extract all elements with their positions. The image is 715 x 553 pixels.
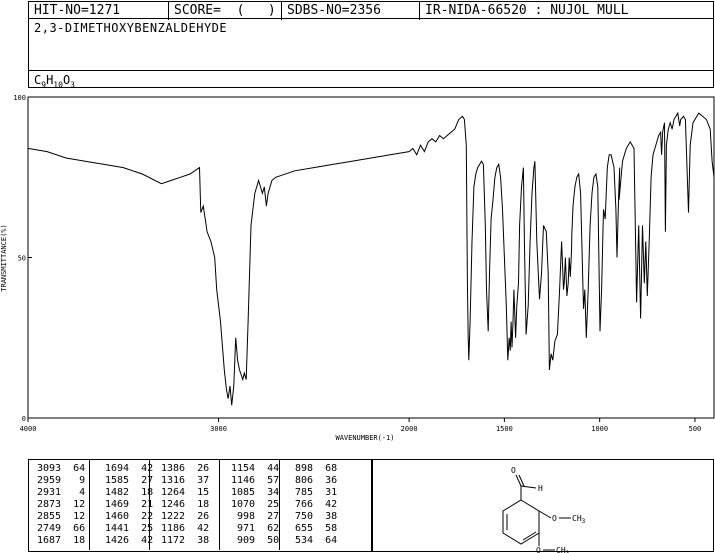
compound-name: 2,3-DIMETHOXYBENZALDEHYDE xyxy=(34,21,228,35)
peak-row: 2931 4 xyxy=(37,487,86,498)
spectrum-line xyxy=(27,111,715,406)
y-axis-label: TRANSMITTANCE(%) xyxy=(0,224,8,291)
peak-column: 3093 64 2959 9 2931 4 2873 12 2855 12 2749 66… xyxy=(37,463,85,547)
peak-row: 909 50 xyxy=(231,535,280,546)
peak-row: 1085 34 xyxy=(231,487,280,498)
benzene-ring xyxy=(502,499,540,545)
structure-drawing: O H O CH3 O CH3 xyxy=(502,466,586,553)
structure-box: O H O CH3 O CH3 xyxy=(372,459,714,553)
x-tick-label: 500 xyxy=(689,425,702,433)
ir-spectrum-chart: 0 50 100 4000 3000 2000 1500 1000 500 WAVENUMBE… xyxy=(0,94,715,442)
peak-column-divider xyxy=(219,460,220,550)
peak-row: 1469 21 xyxy=(105,499,154,510)
peak-row: 998 27 xyxy=(231,511,280,522)
carbonyl-oxygen: O xyxy=(511,466,516,475)
peak-row: 2855 12 xyxy=(37,511,86,522)
x-axis-label: WAVENUMBER(-1) xyxy=(335,434,394,442)
x-tick-label: 4000 xyxy=(20,425,37,433)
sdbs-no: SDBS-NO=2356 xyxy=(282,2,420,20)
plot-frame xyxy=(27,96,715,419)
x-tick-label: 1500 xyxy=(496,425,513,433)
peak-column: 1386 26 1316 37 1264 15 1246 18 1222 26 1186 … xyxy=(161,463,209,547)
peak-row: 655 58 xyxy=(289,523,338,534)
methoxy-oxygen-2: O xyxy=(536,546,541,553)
hit-no: HIT-NO=1271 xyxy=(29,2,169,20)
peak-row: 1146 57 xyxy=(231,475,280,486)
y-tick-label: 100 xyxy=(13,94,26,102)
peak-row: 1585 27 xyxy=(105,475,154,486)
peak-row: 750 38 xyxy=(289,511,338,522)
peak-column-divider xyxy=(89,460,90,550)
peak-row: 1694 42 xyxy=(105,463,154,474)
peak-row: 1316 37 xyxy=(161,475,210,486)
peak-row: 1460 22 xyxy=(105,511,154,522)
methoxy-oxygen-1: O xyxy=(552,514,557,523)
peak-row: 971 62 xyxy=(231,523,280,534)
peak-row: 1386 26 xyxy=(161,463,210,474)
peak-column: 898 68 806 36 785 31 766 42 750 38 655 5… xyxy=(289,463,337,547)
peak-row: 1154 44 xyxy=(231,463,280,474)
peak-column: 1694 42 1585 27 1482 18 1469 21 1460 22 1441 … xyxy=(105,463,153,547)
formula-box: C9H10O3 xyxy=(28,70,714,90)
peak-column-divider xyxy=(279,460,280,550)
x-tick-label: 2000 xyxy=(401,425,418,433)
peak-row: 2959 9 xyxy=(37,475,86,486)
peak-column-divider xyxy=(149,460,150,550)
peak-row: 898 68 xyxy=(289,463,338,474)
y-tick-label: 0 xyxy=(22,415,26,423)
peak-row: 785 31 xyxy=(289,487,338,498)
peak-row: 1172 38 xyxy=(161,535,210,546)
peak-row: 766 42 xyxy=(289,499,338,510)
methyl-1: CH3 xyxy=(572,514,586,525)
peak-row: 806 36 xyxy=(289,475,338,486)
x-tick-label: 1000 xyxy=(591,425,608,433)
peak-row: 1186 42 xyxy=(161,523,210,534)
methyl-2: CH3 xyxy=(556,546,570,553)
peak-row: 1222 26 xyxy=(161,511,210,522)
x-tick-label: 3000 xyxy=(210,425,227,433)
peak-row: 1482 18 xyxy=(105,487,154,498)
score: SCORE= ( ) xyxy=(169,2,282,20)
ir-nida: IR-NIDA-66520 : NUJOL MULL xyxy=(425,3,629,18)
peak-row: 1070 25 xyxy=(231,499,280,510)
peak-table: 3093 64 2959 9 2931 4 2873 12 2855 12 2749 66… xyxy=(28,459,372,552)
peak-row: 3093 64 xyxy=(37,463,86,474)
peak-row: 1426 42 xyxy=(105,535,154,546)
molecular-formula: C9H10O3 xyxy=(34,73,75,90)
peak-row: 534 64 xyxy=(289,535,338,546)
peak-column: 1154 44 1146 57 1085 34 1070 25 998 27 971 … xyxy=(231,463,279,547)
peak-row: 1264 15 xyxy=(161,487,210,498)
aldehyde-hydrogen: H xyxy=(538,484,543,493)
y-tick-label: 50 xyxy=(18,255,26,263)
peak-row: 2749 66 xyxy=(37,523,86,534)
peak-row: 1441 25 xyxy=(105,523,154,534)
peak-row: 1687 18 xyxy=(37,535,86,546)
peak-row: 1246 18 xyxy=(161,499,210,510)
peak-row: 2873 12 xyxy=(37,499,86,510)
